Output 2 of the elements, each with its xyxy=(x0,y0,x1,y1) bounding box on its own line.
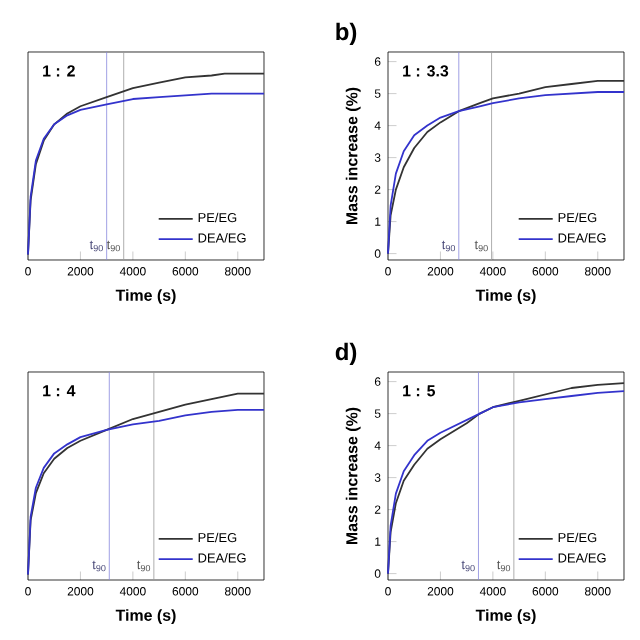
chart-title: b) xyxy=(336,22,357,45)
chart-title: d) xyxy=(335,342,357,365)
